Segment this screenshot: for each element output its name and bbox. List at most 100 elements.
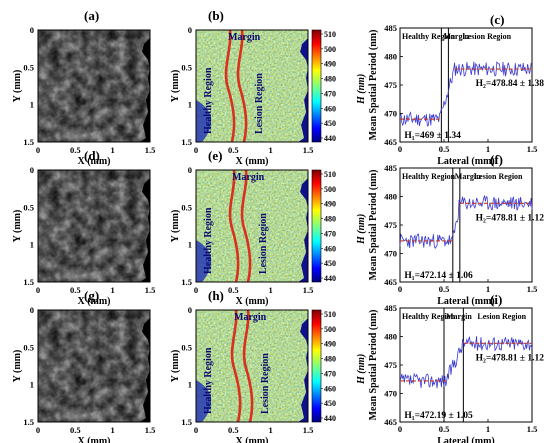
image-frame bbox=[37, 309, 151, 423]
colorbar-gradient bbox=[311, 309, 322, 423]
panel-label: (a) bbox=[84, 8, 99, 23]
region-label-margin: Margin bbox=[446, 312, 472, 321]
region-label-healthy: Healthy Region bbox=[402, 172, 456, 181]
margin-boundary-line bbox=[236, 29, 248, 143]
colorbar-tick-label: 460 bbox=[324, 244, 336, 253]
colorbar-tick-label: 510 bbox=[324, 30, 336, 39]
image-x-tick-label: 0.5 bbox=[228, 145, 239, 155]
x-tick-label: 1.5 bbox=[527, 144, 538, 154]
image-x-tick-label: 0.5 bbox=[70, 145, 81, 155]
image-y-tick-label: 0 bbox=[30, 305, 34, 315]
map-margin-label: Margin bbox=[228, 32, 261, 43]
y-tick-label: 465 bbox=[384, 137, 397, 147]
region-label-margin: Margin bbox=[443, 32, 469, 41]
colorbar-tick-label: 460 bbox=[324, 104, 336, 113]
spatial-period-map: Margin Healthy Region Lesion Region 0 0 0.5 0.… bbox=[170, 305, 313, 443]
image-y-tick-label: 0 bbox=[188, 25, 192, 35]
image-y-tick-label: 1.5 bbox=[23, 137, 34, 147]
colorbar-tick-label: 470 bbox=[324, 369, 336, 378]
x-tick-label: 1.5 bbox=[527, 424, 538, 434]
image-x-tick-label: 1 bbox=[269, 285, 273, 295]
image-y-tick-label: 0.5 bbox=[181, 342, 192, 352]
region-label-healthy: Healthy Region bbox=[402, 32, 456, 41]
image-y-tick-label: 1 bbox=[30, 240, 34, 250]
grayscale-image: 0 0 0.5 0.5 1 1 1.5 1.5 X (mm) Y (mm) bbox=[12, 165, 155, 307]
annotation-healthy: H₁=472.19 ± 1.05 bbox=[404, 411, 473, 421]
image-x-tick-label: 1 bbox=[111, 425, 115, 435]
colorbar-gradient bbox=[311, 169, 322, 283]
image-x-axis-label: X (mm) bbox=[77, 156, 110, 167]
image-y-tick-label: 1 bbox=[30, 100, 34, 110]
annotation-healthy: H₁=469 ± 1.34 bbox=[404, 131, 461, 141]
image-y-tick-label: 1.5 bbox=[23, 417, 34, 427]
figure-row: (a) 0 0 0.5 0.5 1 1 1.5 1.5 X (mm) Y (mm) (b) Margin… bbox=[12, 8, 544, 167]
y-tick-label: 485 bbox=[384, 23, 397, 33]
colorbar: 510 500 490 480 470 460 450 440 H (nm) bbox=[311, 169, 367, 283]
region-label-lesion: Lesion Region bbox=[474, 172, 523, 181]
image-y-tick-label: 1.5 bbox=[181, 417, 192, 427]
y-tick-label: 475 bbox=[384, 220, 397, 230]
map-low-patch bbox=[196, 100, 212, 142]
image-y-tick-label: 0.5 bbox=[23, 202, 34, 212]
region-label-healthy: Healthy Region bbox=[402, 312, 456, 321]
y-tick-label: 470 bbox=[384, 249, 397, 259]
annotation-lesion: H₂=478.84 ± 1.38 bbox=[476, 79, 545, 89]
region-label-lesion: Lesion Region bbox=[477, 312, 526, 321]
image-x-tick-label: 1.5 bbox=[303, 145, 314, 155]
image-y-tick-label: 0 bbox=[188, 305, 192, 315]
image-x-tick-label: 0 bbox=[36, 285, 40, 295]
image-x-tick-label: 1.5 bbox=[303, 425, 314, 435]
region-label-lesion: Lesion Region bbox=[462, 32, 511, 41]
colorbar-tick-label: 490 bbox=[324, 60, 336, 69]
image-x-tick-label: 1 bbox=[269, 425, 273, 435]
map-lesion-label: Lesion Region bbox=[260, 353, 271, 414]
y-tick-label: 475 bbox=[384, 360, 397, 370]
colorbar-tick-label: 490 bbox=[324, 200, 336, 209]
tissue-texture bbox=[38, 310, 150, 422]
y-tick-label: 485 bbox=[384, 303, 397, 313]
colorbar-tick-label: 500 bbox=[324, 325, 336, 334]
image-y-tick-label: 0.5 bbox=[23, 342, 34, 352]
x-tick-label: 1 bbox=[486, 424, 490, 434]
image-y-tick-label: 1 bbox=[188, 100, 192, 110]
colorbar-tick-label: 510 bbox=[324, 310, 336, 319]
margin-boundary-line bbox=[230, 309, 242, 423]
image-y-tick-label: 0 bbox=[30, 165, 34, 175]
colorbar-tick-label: 440 bbox=[324, 134, 336, 143]
panel-label: (b) bbox=[208, 8, 224, 23]
image-x-tick-label: 0.5 bbox=[70, 285, 81, 295]
colorbar-label: H (nm) bbox=[356, 74, 367, 105]
image-x-tick-label: 1.5 bbox=[145, 145, 156, 155]
tissue-region bbox=[38, 170, 150, 282]
x-tick-label: 0.5 bbox=[439, 284, 450, 294]
image-x-tick-label: 1 bbox=[111, 285, 115, 295]
map-low-patch bbox=[196, 240, 212, 282]
x-tick-label: 1.5 bbox=[527, 284, 538, 294]
colorbar-tick-label: 470 bbox=[324, 229, 336, 238]
margin-boundary-line bbox=[242, 309, 254, 423]
image-y-tick-label: 1.5 bbox=[23, 277, 34, 287]
map-healthy-label: Healthy Region bbox=[203, 347, 214, 414]
image-x-axis-label: X (mm) bbox=[235, 156, 268, 167]
colorbar-gradient bbox=[311, 29, 322, 143]
panel-label: (g) bbox=[84, 288, 99, 303]
image-y-tick-label: 0.5 bbox=[181, 62, 192, 72]
colorbar-tick-label: 510 bbox=[324, 170, 336, 179]
map-tissue bbox=[196, 30, 308, 142]
image-x-tick-label: 0 bbox=[36, 145, 40, 155]
image-frame bbox=[37, 29, 151, 143]
image-x-tick-label: 0.5 bbox=[70, 425, 81, 435]
image-x-axis-label: X (mm) bbox=[77, 436, 110, 443]
map-frame bbox=[195, 29, 309, 143]
x-axis-label: Lateral (mm) bbox=[437, 156, 494, 167]
colorbar-tick-label: 440 bbox=[324, 274, 336, 283]
image-y-axis-label: Y (mm) bbox=[12, 70, 23, 103]
data-series-line bbox=[399, 61, 533, 127]
annotation-lesion: H₂=478.81 ± 1.12 bbox=[476, 213, 545, 223]
image-x-tick-label: 1 bbox=[269, 145, 273, 155]
x-tick-label: 0 bbox=[398, 144, 402, 154]
